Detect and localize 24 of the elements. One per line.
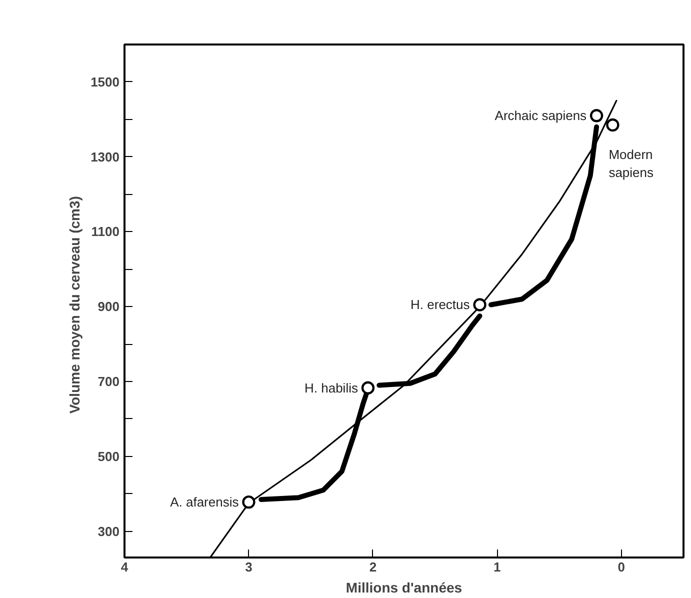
point <box>242 495 256 509</box>
y-tick-label: 900 <box>98 299 120 314</box>
annotation: H. erectus <box>410 297 470 312</box>
annotation: Modern sapiens <box>608 147 654 180</box>
point <box>361 381 375 394</box>
x-axis-title: Millions d'années <box>346 580 462 596</box>
point <box>473 298 486 312</box>
x-tick-label: 1 <box>494 560 501 574</box>
point <box>606 118 620 132</box>
x-tick-label: 2 <box>369 560 377 574</box>
x-tick-label: 0 <box>618 560 626 574</box>
y-tick-label: 300 <box>98 524 120 539</box>
y-tick-label: 1100 <box>91 224 120 240</box>
y-tick-label: 1300 <box>90 149 120 164</box>
y-tick-label: 700 <box>98 374 120 390</box>
y-tick-label: 500 <box>98 448 120 464</box>
y-axis-title: Volume moyen du cerveau (cm3) <box>66 196 83 414</box>
y-tick-label: 1500 <box>90 74 120 90</box>
annotation: A. afarensis <box>170 494 240 510</box>
x-tick-label: 3 <box>245 560 252 574</box>
annotation: Archaic sapiens <box>494 108 588 124</box>
x-tick-label: 4 <box>120 560 129 574</box>
annotation: H. habilis <box>304 380 358 396</box>
point <box>590 109 604 122</box>
